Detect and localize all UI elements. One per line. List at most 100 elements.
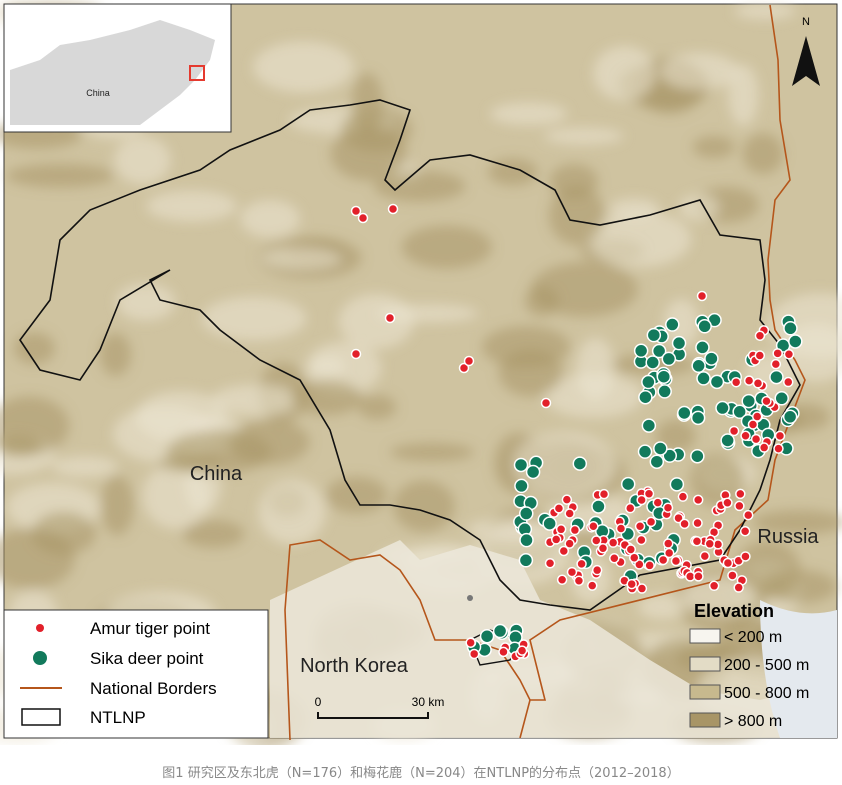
tiger-point bbox=[740, 430, 751, 442]
tiger-point bbox=[350, 205, 362, 217]
legend-ntlnp-symbol bbox=[21, 708, 61, 726]
deer-point bbox=[690, 448, 705, 464]
tiger-point bbox=[735, 488, 746, 500]
tiger-point bbox=[743, 375, 755, 386]
tiger-point bbox=[556, 574, 568, 585]
terrain-patch bbox=[663, 299, 700, 347]
tiger-point bbox=[773, 443, 784, 454]
tiger-point bbox=[555, 524, 567, 535]
tiger-point bbox=[751, 411, 763, 422]
tiger-point bbox=[387, 203, 399, 215]
tiger-point bbox=[550, 534, 562, 545]
tiger-point bbox=[644, 560, 655, 571]
elevation-class: < 200 m bbox=[724, 629, 782, 646]
terrain-patch bbox=[338, 293, 414, 349]
terrain-patch bbox=[761, 569, 838, 604]
deer-point bbox=[542, 516, 557, 531]
terrain-patch bbox=[253, 41, 354, 93]
tiger-point bbox=[704, 538, 715, 550]
deer-point bbox=[656, 369, 672, 384]
deer-point bbox=[591, 499, 606, 514]
tiger-point bbox=[609, 552, 620, 564]
terrain-patch bbox=[201, 296, 307, 341]
terrain-patch bbox=[751, 510, 842, 535]
elevation-swatch bbox=[689, 712, 721, 728]
terrain-patch bbox=[498, 349, 564, 397]
tiger-point bbox=[573, 575, 585, 586]
inset: China bbox=[3, 3, 232, 133]
tiger-point bbox=[693, 571, 704, 582]
points bbox=[350, 203, 803, 662]
terrain-patch bbox=[389, 443, 475, 462]
north-arrow-shape bbox=[792, 36, 820, 86]
terrain-patch bbox=[511, 431, 617, 498]
terrain-patch bbox=[588, 211, 692, 268]
tiger-point bbox=[607, 537, 619, 548]
deer-point bbox=[651, 343, 667, 359]
scale-bar: 0 30 km bbox=[315, 695, 445, 719]
scale-end: 30 km bbox=[412, 695, 445, 709]
terrain-patch bbox=[659, 52, 739, 90]
terrain-patch bbox=[325, 476, 388, 514]
deer-point bbox=[696, 371, 711, 386]
tiger-point bbox=[652, 497, 664, 508]
terrain-patch bbox=[692, 135, 735, 159]
terrain-patch bbox=[240, 199, 301, 238]
tiger-point bbox=[696, 290, 708, 302]
elevation-swatch bbox=[689, 684, 721, 700]
deer-point bbox=[646, 327, 662, 343]
deer-point bbox=[720, 433, 735, 448]
terrain-patch bbox=[543, 373, 644, 418]
terrain-patch bbox=[258, 479, 326, 545]
deer-point bbox=[519, 506, 534, 521]
terrain-patch bbox=[742, 133, 784, 175]
tiger-point bbox=[708, 580, 720, 592]
tiger-point bbox=[588, 521, 599, 532]
elevation-class: 200 - 500 m bbox=[724, 657, 809, 674]
tiger-point bbox=[677, 491, 689, 502]
tiger-point bbox=[662, 502, 674, 513]
tiger-point bbox=[727, 570, 738, 581]
label-china: China bbox=[190, 463, 243, 485]
terrain-patch bbox=[734, 2, 797, 20]
terrain-patch bbox=[259, 246, 342, 270]
deer-point bbox=[514, 478, 529, 494]
deer-point bbox=[697, 319, 712, 334]
terrain-patch bbox=[524, 286, 559, 317]
deer-point bbox=[637, 444, 653, 459]
tiger-point bbox=[742, 509, 754, 521]
deer-point bbox=[479, 628, 495, 644]
deer-point bbox=[715, 400, 730, 416]
terrain-patch bbox=[393, 480, 455, 532]
tiger-point bbox=[636, 583, 648, 594]
tiger-point bbox=[516, 645, 528, 656]
deer-point bbox=[669, 477, 685, 492]
deer-point bbox=[653, 441, 668, 456]
elevation-swatch bbox=[689, 656, 721, 672]
tiger-point bbox=[728, 425, 740, 437]
deer-point bbox=[741, 393, 757, 409]
tiger-point bbox=[754, 330, 766, 341]
deer-point bbox=[769, 369, 784, 385]
tiger-point bbox=[739, 525, 751, 537]
elevation-class: 500 - 800 m bbox=[724, 685, 809, 702]
tiger-point bbox=[730, 376, 742, 388]
terrain-patch bbox=[638, 593, 687, 620]
terrain-patch bbox=[489, 102, 568, 126]
legend: Amur tiger point Sika deer point Nationa… bbox=[3, 609, 269, 739]
tiger-point bbox=[782, 376, 794, 388]
north-label: N bbox=[802, 16, 810, 28]
terrain-patch bbox=[13, 332, 56, 365]
tiger-point bbox=[692, 517, 703, 529]
legend-deer-symbol bbox=[33, 651, 47, 665]
tiger-point bbox=[754, 350, 766, 361]
tiger-point bbox=[643, 488, 655, 499]
tiger-point bbox=[691, 535, 703, 547]
terrain-patch bbox=[31, 511, 96, 555]
terrain-patch bbox=[290, 379, 363, 416]
map: China Russia North Korea China N Amur ti… bbox=[0, 0, 842, 750]
terrain-patch bbox=[142, 463, 210, 529]
tiger-point bbox=[774, 430, 786, 442]
tiger-point bbox=[569, 524, 581, 536]
